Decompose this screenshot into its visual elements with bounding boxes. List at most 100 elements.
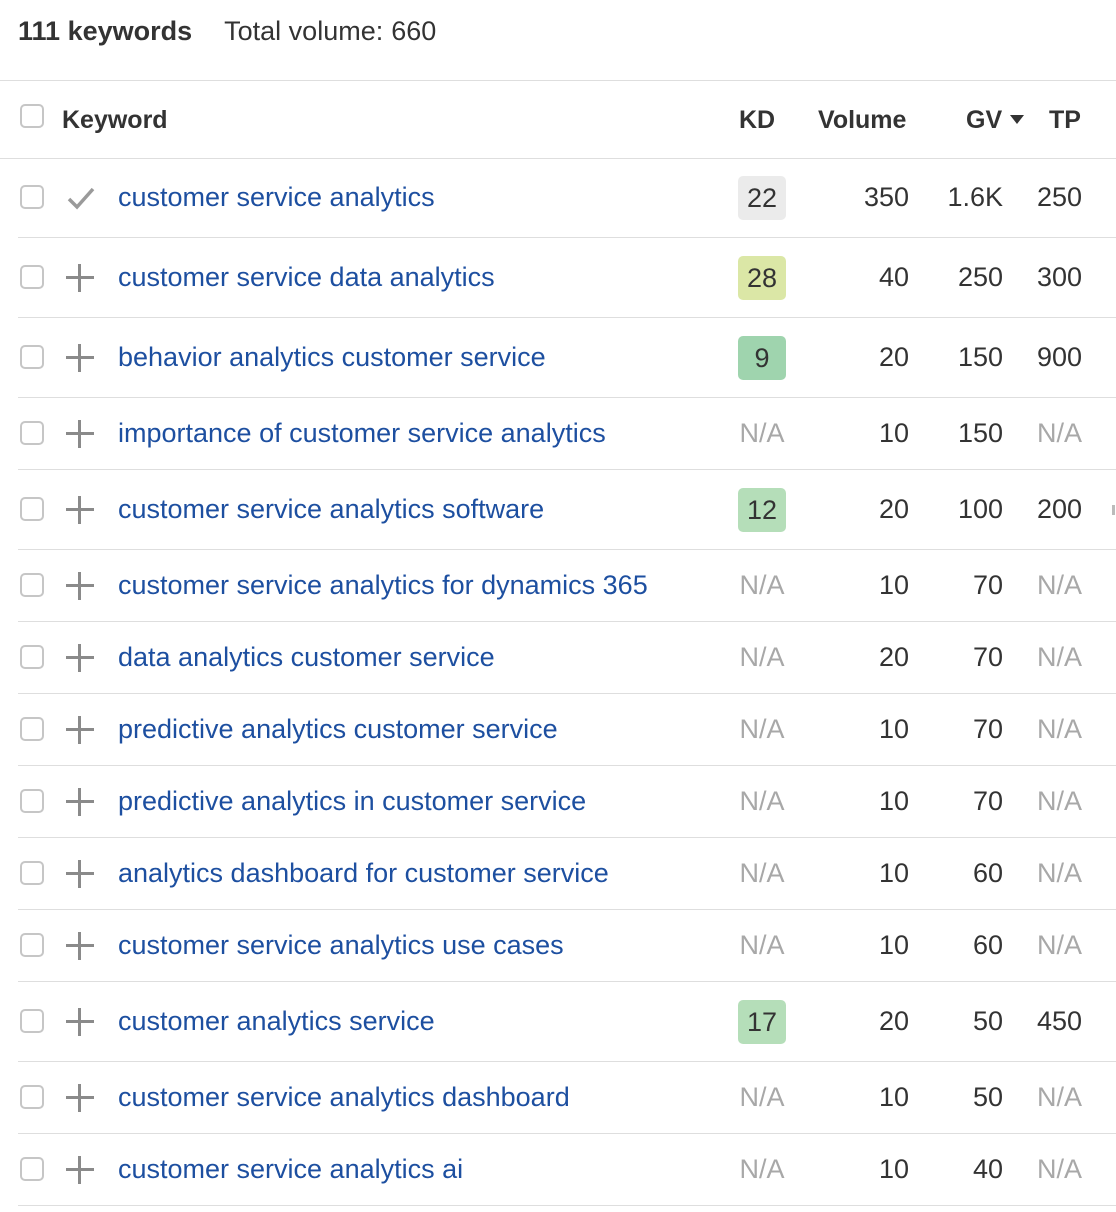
row-checkbox[interactable] (20, 265, 44, 289)
add-keyword-plus-icon[interactable] (66, 644, 94, 672)
kd-badge: 17 (738, 1000, 786, 1044)
volume-value: 20 (878, 494, 909, 524)
kd-badge: 12 (738, 488, 786, 532)
keyword-link[interactable]: customer service analytics dashboard (118, 1082, 570, 1112)
row-checkbox[interactable] (20, 497, 44, 521)
row-divider (18, 693, 1116, 694)
volume-value: 10 (878, 570, 909, 600)
keyword-link[interactable]: predictive analytics in customer service (118, 786, 587, 816)
row-checkbox[interactable] (20, 1009, 44, 1033)
gv-value: 150 (957, 418, 1003, 448)
kd-badge: 9 (738, 336, 786, 380)
tp-value: N/A (1036, 642, 1082, 672)
volume-value: 10 (878, 930, 909, 960)
table-row: importance of customer service analytics… (0, 398, 1116, 470)
keyword-link[interactable]: importance of customer service analytics (118, 418, 606, 448)
table-row: behavior analytics customer service 9 20 15… (0, 318, 1116, 398)
select-all-checkbox[interactable] (20, 104, 44, 128)
table-row: customer service analytics dashboard N/A 1… (0, 1062, 1116, 1134)
table-row: customer analytics service 17 20 50 450 (0, 982, 1116, 1062)
keyword-link[interactable]: customer service analytics ai (118, 1154, 464, 1184)
keyword-link[interactable]: customer analytics service (118, 1006, 435, 1036)
add-keyword-plus-icon[interactable] (66, 860, 94, 888)
tp-value: 200 (1036, 494, 1082, 524)
row-checkbox[interactable] (20, 1085, 44, 1109)
sort-desc-icon (1010, 114, 1025, 124)
gv-value: 250 (957, 262, 1003, 292)
keyword-link[interactable]: customer service data analytics (118, 262, 495, 292)
table-row: analytics dashboard for customer service… (0, 838, 1116, 910)
volume-value: 350 (863, 182, 909, 212)
keyword-link[interactable]: analytics dashboard for customer service (118, 858, 609, 888)
tp-value: 300 (1036, 262, 1082, 292)
tp-value: 450 (1036, 1006, 1082, 1036)
row-checkbox[interactable] (20, 573, 44, 597)
gv-value: 100 (957, 494, 1003, 524)
add-keyword-plus-icon[interactable] (66, 572, 94, 600)
tp-value: N/A (1036, 1082, 1082, 1112)
row-divider (18, 549, 1116, 550)
table-row: customer service analytics software 12 20 1… (0, 470, 1116, 550)
kd-value: N/A (739, 1082, 785, 1112)
keyword-link[interactable]: predictive analytics customer service (118, 714, 558, 744)
clipped-column-edge (1112, 505, 1115, 515)
volume-value: 10 (878, 786, 909, 816)
row-checkbox[interactable] (20, 717, 44, 741)
add-keyword-plus-icon[interactable] (66, 932, 94, 960)
row-divider (18, 317, 1116, 318)
row-checkbox[interactable] (20, 789, 44, 813)
volume-value: 40 (878, 262, 909, 292)
row-divider (18, 1205, 1116, 1206)
add-keyword-plus-icon[interactable] (66, 716, 94, 744)
column-gv[interactable]: GV (966, 80, 1025, 160)
row-checkbox[interactable] (20, 933, 44, 957)
row-divider (18, 765, 1116, 766)
keyword-link[interactable]: customer service analytics use cases (118, 930, 564, 960)
kd-value: N/A (739, 786, 785, 816)
row-checkbox[interactable] (20, 1157, 44, 1181)
row-checkbox[interactable] (20, 345, 44, 369)
keyword-link[interactable]: behavior analytics customer service (118, 342, 546, 372)
add-keyword-plus-icon[interactable] (66, 1008, 94, 1036)
add-keyword-plus-icon[interactable] (66, 496, 94, 524)
row-checkbox[interactable] (20, 861, 44, 885)
row-checkbox[interactable] (20, 421, 44, 445)
gv-value: 40 (972, 1154, 1003, 1184)
kd-value: N/A (739, 1154, 785, 1184)
row-divider (18, 397, 1116, 398)
kd-value: N/A (739, 858, 785, 888)
table-row: predictive analytics customer service N/A… (0, 694, 1116, 766)
column-kd[interactable]: KD (739, 106, 776, 134)
tp-value: 900 (1036, 342, 1082, 372)
column-tp[interactable]: TP (1049, 106, 1081, 134)
column-volume[interactable]: Volume (818, 106, 907, 134)
tp-value: N/A (1036, 714, 1082, 744)
column-keyword[interactable]: Keyword (62, 106, 168, 134)
tp-value: N/A (1036, 570, 1082, 600)
add-keyword-plus-icon[interactable] (66, 1156, 94, 1184)
keywords-summary: 111 keywords Total volume: 660 (18, 14, 436, 48)
volume-value: 10 (878, 1154, 909, 1184)
gv-value: 50 (972, 1082, 1003, 1112)
volume-value: 20 (878, 642, 909, 672)
keyword-link[interactable]: data analytics customer service (118, 642, 495, 672)
gv-value: 50 (972, 1006, 1003, 1036)
keyword-link[interactable]: customer service analytics software (118, 494, 545, 524)
volume-value: 10 (878, 1082, 909, 1112)
kd-badge: 28 (738, 256, 786, 300)
keyword-link[interactable]: customer service analytics for dynamics … (118, 570, 648, 600)
gv-value: 60 (972, 858, 1003, 888)
kd-value: N/A (739, 714, 785, 744)
tp-value: N/A (1036, 930, 1082, 960)
row-checkbox[interactable] (20, 645, 44, 669)
table-row: customer service analytics use cases N/A 1… (0, 910, 1116, 982)
add-keyword-plus-icon[interactable] (66, 344, 94, 372)
column-gv-label: GV (966, 106, 1003, 134)
add-keyword-plus-icon[interactable] (66, 420, 94, 448)
keyword-link[interactable]: customer service analytics (118, 182, 435, 212)
row-checkbox[interactable] (20, 185, 44, 209)
add-keyword-plus-icon[interactable] (66, 264, 94, 292)
volume-value: 10 (878, 858, 909, 888)
add-keyword-plus-icon[interactable] (66, 1084, 94, 1112)
add-keyword-plus-icon[interactable] (66, 788, 94, 816)
